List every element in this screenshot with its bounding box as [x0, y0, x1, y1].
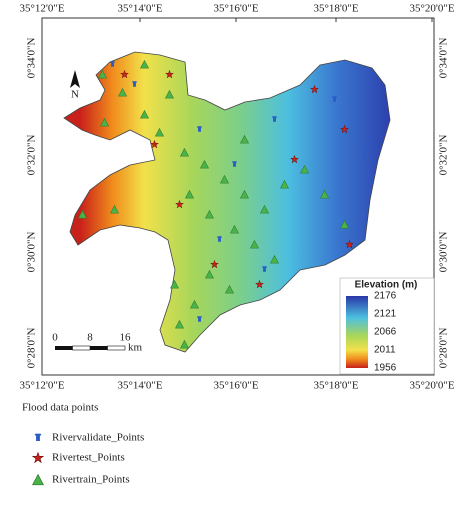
lon-label: 35°18'0"E [313, 3, 358, 15]
lat-label: 0°28'0"N [438, 328, 450, 369]
coordinate-labels: 35°12'0"E 35°12'0"E 35°14'0"E 35°14'0"E 35°1… [19, 3, 454, 392]
lat-label: 0°30'0"N [438, 232, 450, 273]
lat-label: 0°30'0"N [26, 232, 38, 273]
scale-segment [55, 346, 73, 350]
lon-label: 35°20'0"E [409, 380, 454, 392]
lat-label: 0°32'0"N [438, 135, 450, 176]
lon-label: 35°16'0"E [213, 3, 258, 15]
legend-item: Rivervalidate_Points [52, 432, 144, 444]
scale-segment [107, 345, 126, 351]
lon-label: 35°12'0"E [19, 3, 64, 15]
scale-unit: km [128, 342, 143, 354]
north-arrow [70, 70, 80, 88]
color-bar-label: 2011 [374, 345, 396, 356]
scale-label: 0 [52, 332, 58, 344]
color-bar-label: 1956 [374, 363, 397, 374]
lat-label: 0°28'0"N [26, 328, 38, 369]
lat-label: 0°32'0"N [26, 135, 38, 176]
color-bar-label: 2176 [374, 291, 397, 302]
north-label: N [71, 89, 79, 101]
color-bar-label: 2121 [374, 309, 397, 320]
lon-label: 35°12'0"E [19, 380, 64, 392]
legend-symbol [32, 452, 44, 463]
scale-segment [90, 346, 108, 350]
legend-item: Rivertest_Points [52, 452, 125, 464]
scale-label: 16 [120, 332, 132, 344]
legend-item: Rivertrain_Points [52, 474, 130, 486]
study-area [63, 51, 391, 353]
scale-segment [72, 345, 91, 351]
scale-label: 8 [87, 332, 93, 344]
color-bar [346, 296, 368, 368]
legend-symbol [32, 474, 44, 486]
lat-label: 0°34'0"N [26, 38, 38, 79]
lon-label: 35°14'0"E [117, 380, 162, 392]
lon-label: 35°16'0"E [213, 380, 258, 392]
lon-label: 35°18'0"E [313, 380, 358, 392]
lon-label: 35°20'0"E [409, 3, 454, 15]
legend-title: Flood data points [22, 402, 98, 414]
elevation-legend-title: Elevation (m) [355, 280, 418, 291]
lon-label: 35°14'0"E [117, 3, 162, 15]
legend-symbol [34, 433, 42, 441]
color-bar-ticks: 2176 2121 2066 2011 1956 [374, 291, 397, 374]
color-bar-label: 2066 [374, 327, 397, 338]
lat-label: 0°34'0"N [438, 38, 450, 79]
